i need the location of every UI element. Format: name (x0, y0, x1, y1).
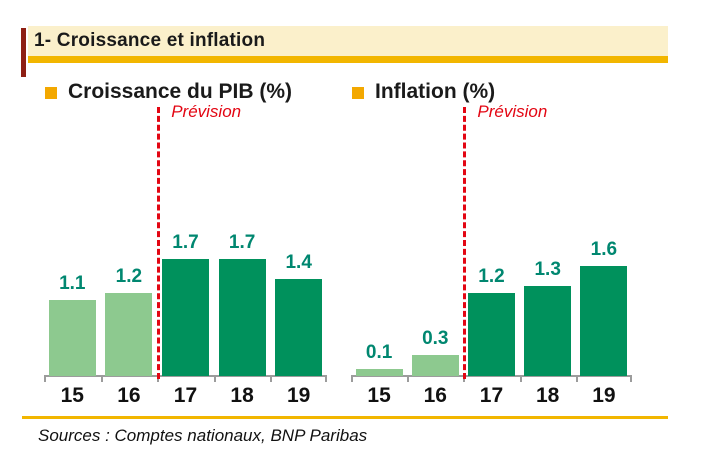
left-margin-mark (21, 28, 26, 77)
x-tick-label: 18 (536, 384, 560, 407)
bar-value-label: 0.1 (365, 342, 393, 363)
inflation-bar-chart: Prévision 0.1 15 0.3 16 1.2 17 1.3 18 1.6 19 (351, 100, 632, 407)
bar-value-label: 0.3 (422, 328, 449, 349)
section-title: 1- Croissance et inflation (34, 30, 266, 51)
bar-value-label: 1.3 (534, 259, 561, 280)
x-axis-line (44, 375, 327, 377)
x-tick-label: 17 (479, 384, 504, 407)
axis-tick (213, 376, 216, 382)
inflation-chart-legend: Inflation (%) (352, 80, 495, 104)
x-tick-label: 15 (367, 384, 391, 407)
x-tick-label: 19 (592, 384, 616, 407)
bar-value-label: 1.2 (478, 266, 505, 287)
x-tick-label: 16 (423, 384, 447, 407)
gdp-chart-title: Croissance du PIB (%) (68, 80, 293, 103)
gold-rule-top (28, 56, 668, 63)
axis-tick (407, 376, 410, 382)
axis-tick (325, 376, 327, 382)
gdp-growth-bar-chart: Prévision 1.1 15 1.2 16 1.7 17 1.7 18 1.4 19 (44, 100, 327, 407)
bar-15 (48, 300, 96, 376)
section-header: 1- Croissance et inflation (28, 26, 668, 56)
bar-value-label: 1.7 (228, 232, 256, 253)
x-tick-label: 19 (287, 384, 311, 407)
inflation-chart-title: Inflation (%) (375, 80, 496, 103)
x-tick-label: 17 (173, 384, 198, 407)
axis-tick (630, 376, 632, 382)
forecast-divider-line (463, 107, 467, 379)
x-tick-label: 15 (60, 384, 84, 407)
axis-tick (157, 376, 160, 382)
axis-tick (44, 376, 46, 382)
x-axis-line (351, 375, 632, 377)
bar-17 (162, 259, 209, 376)
axis-tick (351, 376, 353, 382)
bar-value-label: 1.1 (59, 273, 86, 294)
bar-19 (275, 279, 323, 376)
sources-note: Sources : Comptes nationaux, BNP Paribas (38, 426, 368, 445)
forecast-annotation: Prévision (171, 102, 242, 121)
axis-tick (519, 376, 522, 382)
bar-16 (105, 293, 153, 376)
legend-bullet-icon (45, 87, 57, 99)
gold-rule-bottom (22, 416, 668, 419)
bar-value-label: 1.7 (172, 232, 199, 253)
bar-value-label: 1.4 (285, 252, 312, 273)
x-tick-label: 18 (230, 384, 254, 407)
bar-16 (411, 355, 459, 376)
axis-tick (463, 376, 466, 382)
forecast-divider-line (157, 107, 161, 379)
axis-tick (100, 376, 103, 382)
bar-17 (468, 293, 515, 376)
axis-tick (575, 376, 578, 382)
gdp-chart-legend: Croissance du PIB (%) (45, 80, 292, 104)
bar-18 (524, 286, 572, 376)
bar-19 (580, 266, 628, 376)
forecast-annotation: Prévision (477, 102, 548, 121)
axis-tick (270, 376, 273, 382)
x-tick-label: 16 (117, 384, 141, 407)
bar-15 (355, 369, 403, 376)
bar-value-label: 1.2 (115, 266, 143, 287)
bar-18 (218, 259, 266, 376)
bar-value-label: 1.6 (590, 239, 618, 260)
legend-bullet-icon (352, 87, 364, 99)
